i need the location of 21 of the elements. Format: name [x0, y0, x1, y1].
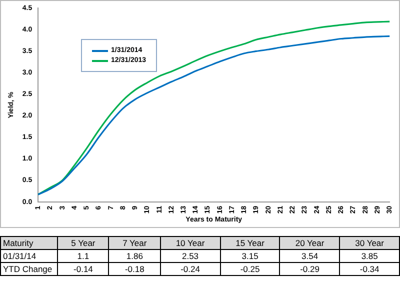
text: YTD Change — [0, 262, 58, 276]
text: 20 Year — [280, 236, 340, 250]
text: 15 Year — [220, 236, 280, 250]
text: 1.86 — [108, 250, 160, 262]
text: -0.14 — [58, 262, 109, 276]
text: 3.15 — [220, 250, 280, 262]
text: -0.29 — [280, 262, 340, 276]
text: 1.1 — [58, 250, 109, 262]
text: 01/31/14 — [0, 250, 58, 262]
text: 3.85 — [340, 250, 400, 262]
text: 30 Year — [340, 236, 400, 250]
text: 5 Year — [58, 236, 109, 250]
text: 10 Year — [160, 236, 220, 250]
text: Maturity — [0, 236, 58, 250]
text: 7 Year — [108, 236, 160, 250]
text: 2.53 — [160, 250, 220, 262]
text: -0.34 — [340, 262, 400, 276]
text: -0.24 — [160, 262, 220, 276]
text: -0.25 — [220, 262, 280, 276]
text: -0.18 — [108, 262, 160, 276]
text: 3.54 — [280, 250, 340, 262]
